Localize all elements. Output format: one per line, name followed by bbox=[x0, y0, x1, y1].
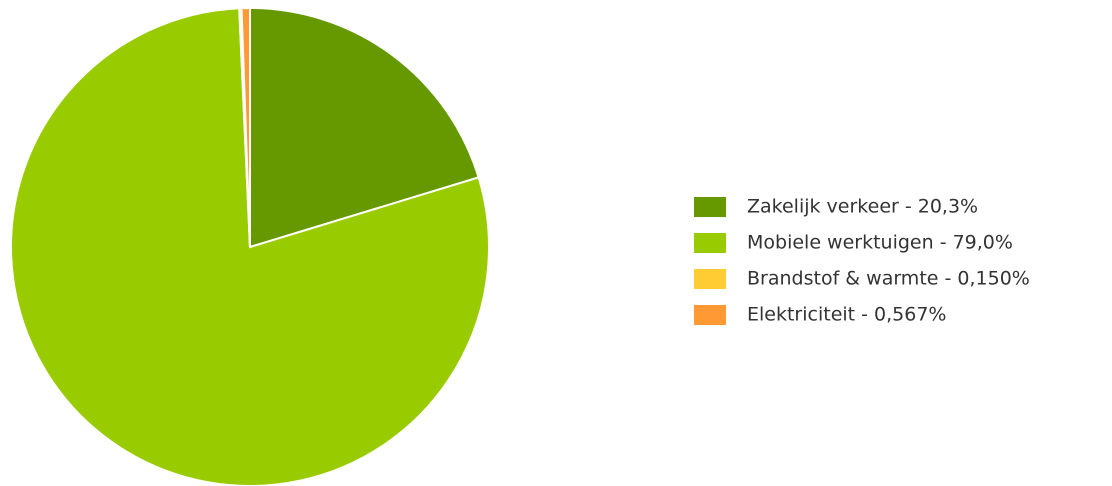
pie-slice bbox=[249, 6, 480, 249]
legend-swatch bbox=[694, 305, 726, 325]
pie-slice bbox=[240, 6, 251, 248]
legend-label: Brandstof & warmte - 0,150% bbox=[747, 268, 1030, 290]
legend-swatch bbox=[694, 197, 726, 217]
legend-swatch bbox=[694, 269, 726, 289]
legend-swatch bbox=[694, 233, 726, 253]
legend-label: Zakelijk verkeer - 20,3% bbox=[747, 196, 978, 218]
legend-label: Mobiele werktuigen - 79,0% bbox=[747, 232, 1013, 254]
pie-slice bbox=[10, 7, 490, 486]
legend-label: Elektriciteit - 0,567% bbox=[747, 304, 947, 326]
